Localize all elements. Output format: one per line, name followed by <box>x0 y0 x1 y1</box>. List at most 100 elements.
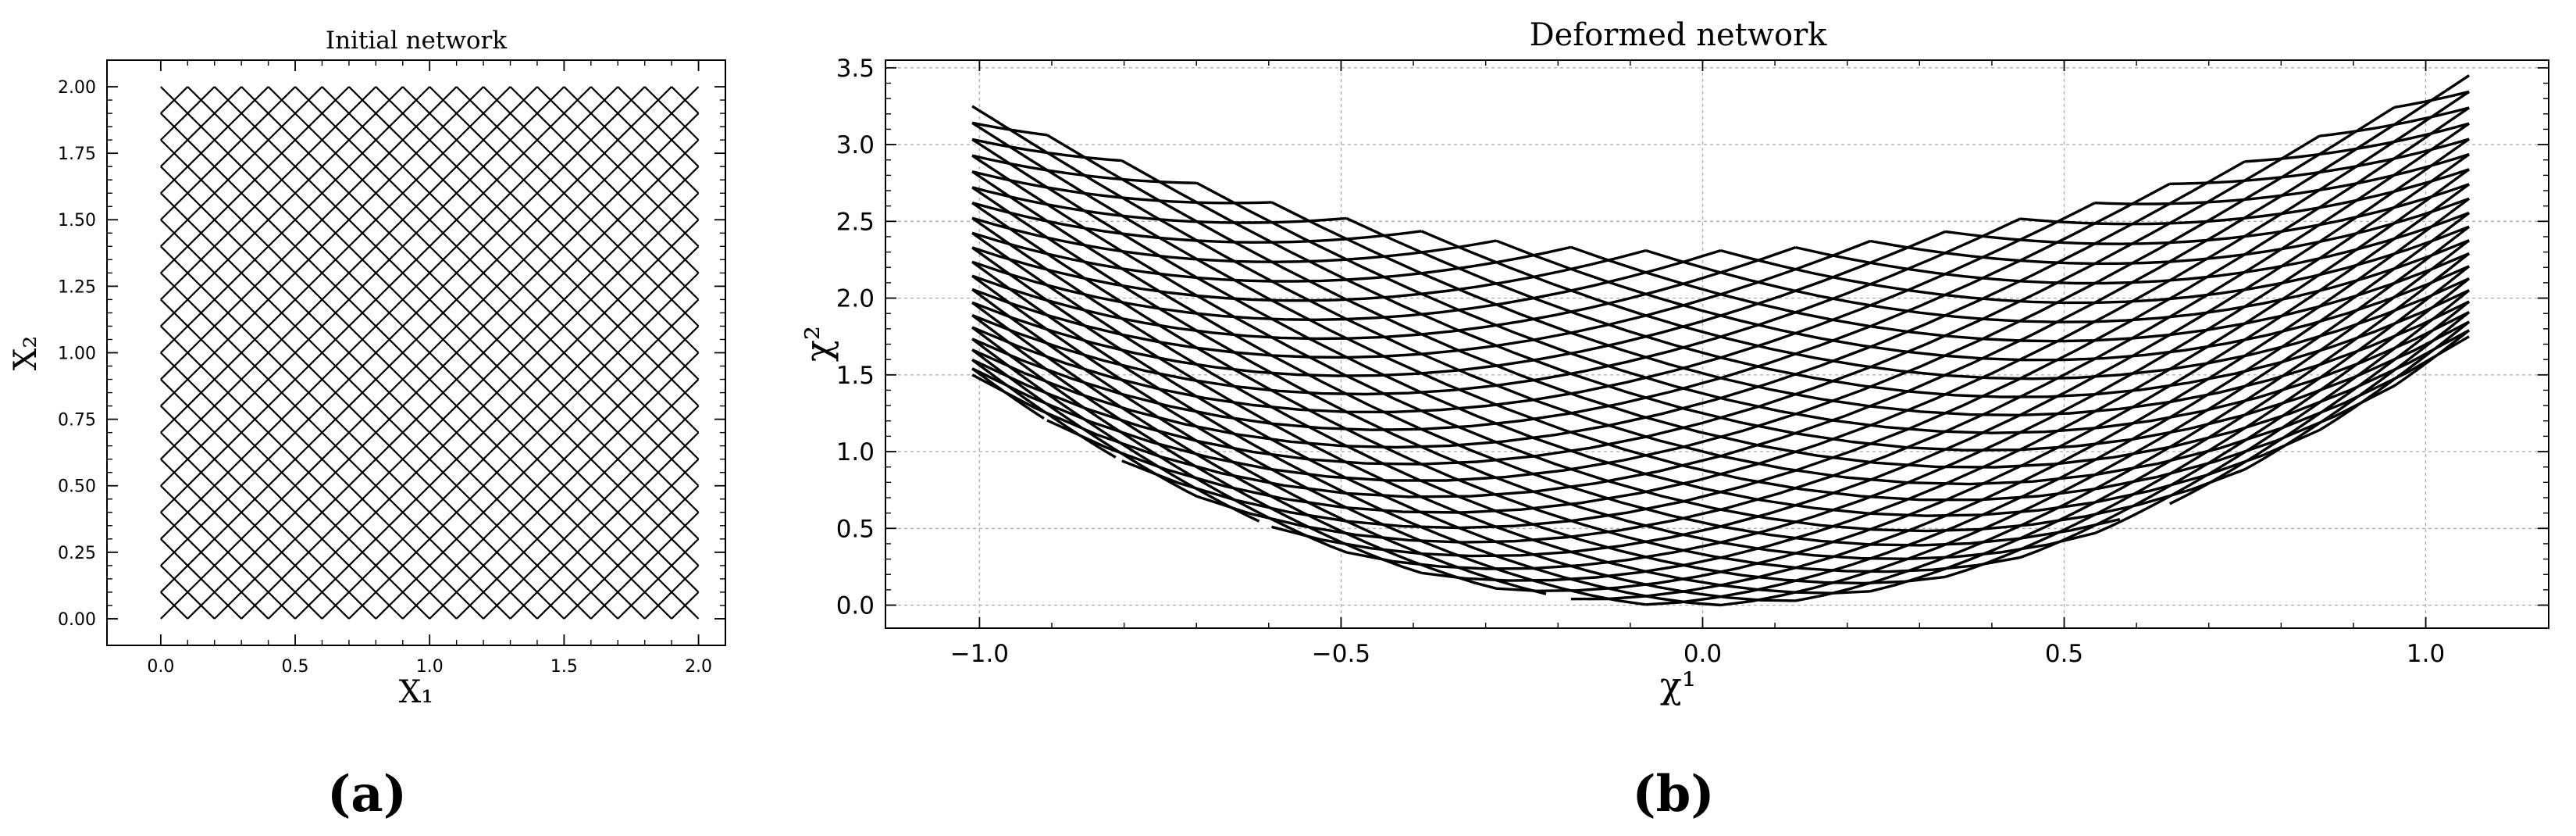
y-tick-label: 1.0 <box>836 438 875 466</box>
fibre-slope-negative <box>160 565 216 620</box>
fibre-slope-negative <box>160 484 296 620</box>
panel-b-title: Deformed network <box>1530 17 1828 53</box>
fibre-slope-negative <box>590 86 700 195</box>
deformed-fibre-family-2 <box>2394 90 2470 109</box>
fibre-slope-negative <box>160 86 700 620</box>
fibre-slope-negative <box>160 272 511 620</box>
x-tick-label: 2.0 <box>685 657 712 677</box>
fibre-slope-negative <box>671 86 700 114</box>
x-tick-label: 1.5 <box>550 657 578 677</box>
fibre-slope-negative <box>160 405 377 620</box>
deformed-fibre-family-2 <box>971 138 2321 517</box>
deformed-fibre-family-2 <box>971 105 2470 486</box>
y-tick-label: 1.25 <box>58 277 96 297</box>
deformed-fibre-family-2 <box>971 170 2121 547</box>
x-tick-label: −1.0 <box>950 640 1009 668</box>
panel-a-network <box>160 86 700 620</box>
fibre-slope-negative <box>160 113 672 620</box>
deformed-fibre-family-2 <box>1270 201 2470 416</box>
deformed-fibre-family-2 <box>1495 239 2470 362</box>
fibre-slope-negative <box>429 86 700 354</box>
fibre-slope-negative <box>375 86 700 407</box>
panel-a-ylabel: X₂ <box>8 336 44 371</box>
panel-b-ylabel: χ² <box>797 326 839 362</box>
x-tick-label: 0.0 <box>1683 640 1722 668</box>
panel-a-title: Initial network <box>326 27 508 55</box>
deformed-fibre-family-2 <box>971 260 1721 607</box>
fibre-slope-negative <box>536 86 700 248</box>
fibre-slope-negative <box>160 352 430 620</box>
panel-a-label: (a) <box>327 765 407 823</box>
fibre-slope-negative <box>160 325 458 620</box>
deformed-fibre-family-1 <box>1346 153 2471 570</box>
x-tick-label: 0.5 <box>282 657 309 677</box>
deformed-fibre-family-2 <box>2169 138 2470 185</box>
x-tick-label: 0.5 <box>2045 640 2083 668</box>
y-tick-label: 2.0 <box>836 285 875 313</box>
fibre-slope-negative <box>617 86 700 167</box>
deformed-fibre-family-2 <box>2019 168 2470 226</box>
fibre-slope-negative <box>240 86 700 540</box>
fibre-slope-negative <box>187 86 700 593</box>
deformed-fibre-family-2 <box>971 367 1045 420</box>
y-tick-label: 1.75 <box>58 145 96 164</box>
deformed-fibre-family-1 <box>971 138 1122 163</box>
fibre-slope-negative <box>160 378 404 620</box>
deformed-fibre-family-2 <box>1944 183 2470 245</box>
deformed-fibre-family-1 <box>971 74 2471 498</box>
fibre-slope-negative <box>160 458 323 620</box>
y-tick-label: 1.50 <box>58 211 96 230</box>
panel-b: Deformed network −1.0 −0.5 0.0 0.5 1.0 0.0 0.5… <box>797 17 2549 823</box>
fibre-slope-negative <box>643 86 700 141</box>
fibre-slope-negative <box>160 166 619 620</box>
y-tick-label: 3.5 <box>836 55 875 83</box>
deformed-fibre-family-2 <box>2319 106 2470 138</box>
fibre-slope-negative <box>160 219 565 620</box>
y-tick-label: 1.5 <box>836 362 875 390</box>
y-tick-label: 0.75 <box>58 411 96 431</box>
fibre-slope-negative <box>160 431 350 620</box>
fibre-slope-negative <box>267 86 700 513</box>
deformed-fibre-family-2 <box>1121 159 2470 452</box>
fibre-slope-negative <box>294 86 700 487</box>
fibre-slope-negative <box>160 139 646 620</box>
deformed-fibre-family-2 <box>971 246 1796 602</box>
deformed-fibre-family-2 <box>1345 216 2470 398</box>
fibre-slope-negative <box>160 591 189 620</box>
y-tick-label: 1.00 <box>58 344 96 363</box>
deformed-fibre-family-2 <box>1795 211 2470 285</box>
deformed-fibre-family-1 <box>971 245 1797 341</box>
deformed-fibre-family-2 <box>2244 122 2470 163</box>
fibre-slope-negative <box>321 86 700 460</box>
deformed-fibre-family-1 <box>1869 252 2471 593</box>
fibre-slope-negative <box>509 86 700 274</box>
fibre-slope-negative <box>563 86 700 221</box>
deformed-fibre-family-2 <box>971 326 1348 554</box>
deformed-fibre-family-2 <box>971 231 1871 595</box>
panel-b-network <box>971 74 2471 607</box>
panel-a-xlabel: X₁ <box>399 674 434 710</box>
deformed-fibre-family-2 <box>971 202 2021 573</box>
x-tick-label: 1.0 <box>416 657 444 677</box>
deformed-fibre-family-2 <box>1570 245 2470 343</box>
x-tick-label: 0.0 <box>147 657 174 677</box>
y-tick-label: 2.00 <box>58 78 96 98</box>
fibre-slope-negative <box>483 86 700 301</box>
y-tick-label: 0.25 <box>58 544 96 563</box>
deformed-fibre-family-2 <box>971 121 2396 502</box>
deformed-fibre-family-2 <box>1645 239 2470 323</box>
y-tick-label: 0.00 <box>58 610 96 630</box>
panel-b-label: (b) <box>1632 765 1714 823</box>
deformed-fibre-family-2 <box>971 314 1422 574</box>
deformed-fibre-family-2 <box>971 338 1260 523</box>
panel-a: Initial network 0.0 0.5 1.0 1.5 2.0 0.00 0.25 0… <box>8 27 726 823</box>
deformed-fibre-family-2 <box>971 359 1117 459</box>
x-tick-label: 1.0 <box>2407 640 2445 668</box>
y-tick-label: 2.5 <box>836 208 875 236</box>
panel-b-xlabel: χ¹ <box>1660 664 1696 706</box>
fibre-slope-negative <box>160 538 242 620</box>
fibre-slope-negative <box>160 192 592 620</box>
deformed-fibre-family-2 <box>1195 181 2470 434</box>
y-tick-label: 0.50 <box>58 477 96 497</box>
